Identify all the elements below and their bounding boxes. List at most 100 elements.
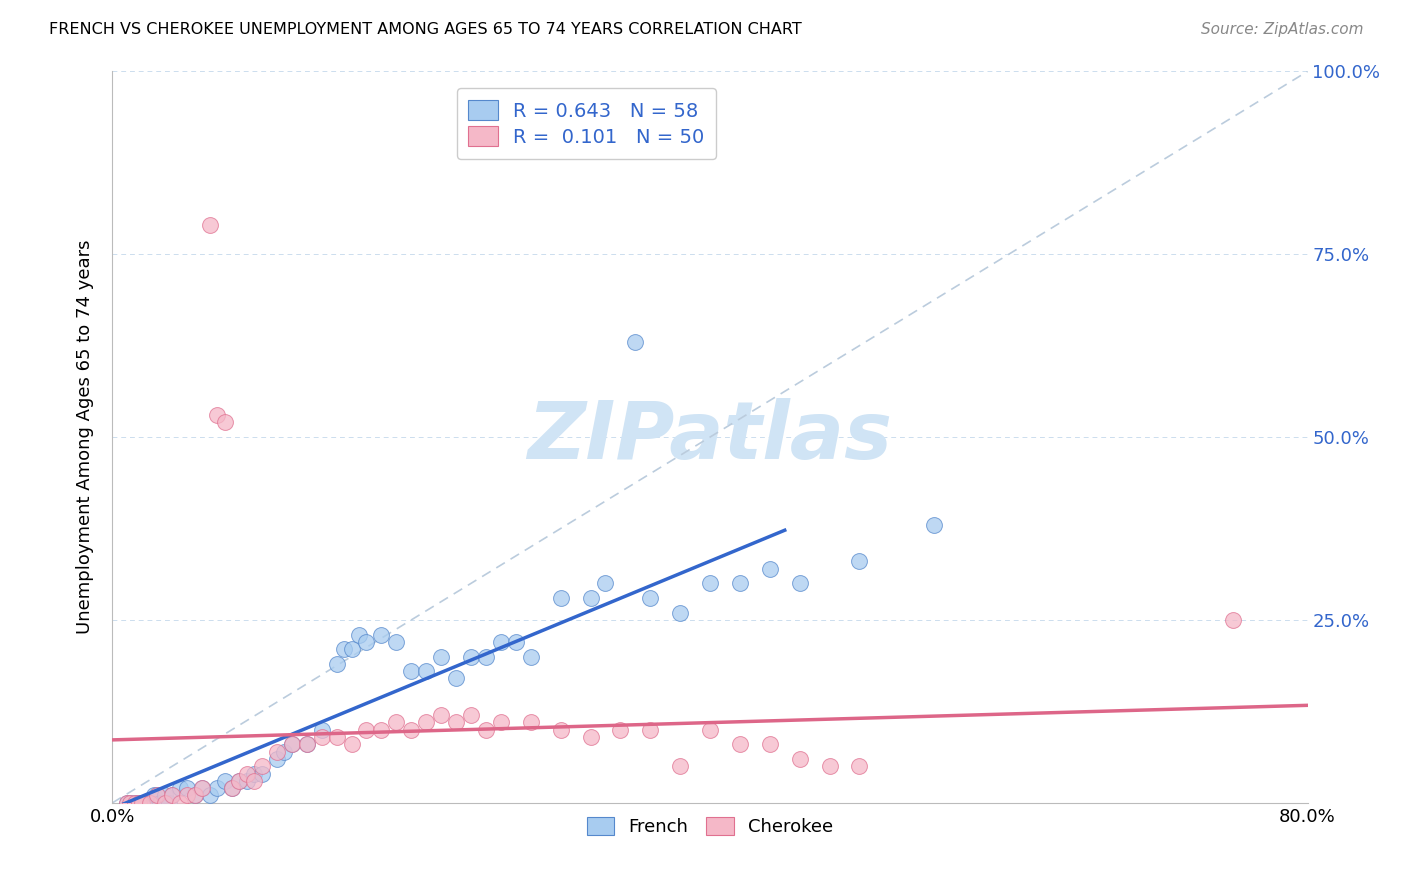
- Point: [325, 657, 347, 671]
- Point: [444, 672, 467, 686]
- Point: [640, 723, 662, 737]
- Point: [759, 737, 782, 751]
- Point: [131, 796, 153, 810]
- Point: [124, 796, 146, 810]
- Point: [221, 781, 243, 796]
- Point: [243, 773, 266, 788]
- Legend: French, Cherokee: French, Cherokee: [578, 807, 842, 845]
- Point: [281, 737, 304, 751]
- Point: [385, 715, 408, 730]
- Point: [669, 606, 692, 620]
- Point: [236, 766, 259, 780]
- Point: [266, 745, 288, 759]
- Point: [325, 730, 347, 744]
- Point: [401, 723, 423, 737]
- Point: [198, 789, 221, 803]
- Point: [415, 664, 437, 678]
- Point: [333, 642, 356, 657]
- Point: [489, 635, 512, 649]
- Point: [347, 627, 370, 641]
- Point: [120, 796, 142, 810]
- Point: [139, 796, 162, 810]
- Point: [475, 649, 498, 664]
- Point: [143, 789, 166, 803]
- Point: [153, 789, 176, 803]
- Point: [460, 708, 482, 723]
- Point: [609, 723, 631, 737]
- Point: [922, 517, 945, 532]
- Point: [475, 723, 498, 737]
- Point: [162, 789, 183, 803]
- Point: [236, 773, 259, 788]
- Point: [134, 796, 156, 810]
- Point: [214, 773, 236, 788]
- Point: [848, 759, 870, 773]
- Point: [460, 649, 482, 664]
- Point: [228, 773, 250, 788]
- Point: [117, 796, 139, 810]
- Point: [759, 562, 782, 576]
- Point: [520, 649, 543, 664]
- Point: [340, 737, 363, 751]
- Point: [176, 789, 198, 803]
- Point: [250, 766, 273, 780]
- Point: [191, 781, 214, 796]
- Point: [489, 715, 512, 730]
- Point: [205, 408, 228, 422]
- Point: [640, 591, 662, 605]
- Point: [699, 576, 721, 591]
- Point: [385, 635, 408, 649]
- Point: [250, 759, 273, 773]
- Point: [128, 796, 150, 810]
- Text: Source: ZipAtlas.com: Source: ZipAtlas.com: [1201, 22, 1364, 37]
- Point: [183, 789, 205, 803]
- Point: [415, 715, 437, 730]
- Point: [146, 789, 169, 803]
- Point: [243, 766, 266, 780]
- Point: [146, 789, 169, 803]
- Point: [128, 796, 150, 810]
- Point: [370, 723, 392, 737]
- Point: [595, 576, 617, 591]
- Point: [117, 796, 139, 810]
- Point: [162, 789, 183, 803]
- Point: [624, 334, 647, 349]
- Point: [214, 416, 236, 430]
- Point: [1222, 613, 1244, 627]
- Point: [191, 781, 214, 796]
- Point: [370, 627, 392, 641]
- Point: [311, 723, 333, 737]
- Point: [149, 796, 172, 810]
- Point: [818, 759, 841, 773]
- Point: [295, 737, 318, 751]
- Point: [430, 649, 453, 664]
- Point: [221, 781, 243, 796]
- Point: [157, 796, 180, 810]
- Point: [579, 591, 602, 605]
- Point: [669, 759, 692, 773]
- Point: [169, 796, 191, 810]
- Point: [401, 664, 423, 678]
- Point: [356, 723, 378, 737]
- Text: ZIPatlas: ZIPatlas: [527, 398, 893, 476]
- Point: [176, 781, 198, 796]
- Point: [266, 752, 288, 766]
- Point: [848, 554, 870, 568]
- Point: [295, 737, 318, 751]
- Point: [728, 576, 751, 591]
- Point: [340, 642, 363, 657]
- Point: [228, 773, 250, 788]
- Point: [124, 796, 146, 810]
- Point: [430, 708, 453, 723]
- Y-axis label: Unemployment Among Ages 65 to 74 years: Unemployment Among Ages 65 to 74 years: [76, 240, 94, 634]
- Point: [153, 796, 176, 810]
- Point: [505, 635, 527, 649]
- Point: [198, 218, 221, 232]
- Point: [205, 781, 228, 796]
- Point: [789, 752, 811, 766]
- Point: [139, 796, 162, 810]
- Point: [131, 796, 153, 810]
- Point: [550, 723, 572, 737]
- Point: [444, 715, 467, 730]
- Point: [520, 715, 543, 730]
